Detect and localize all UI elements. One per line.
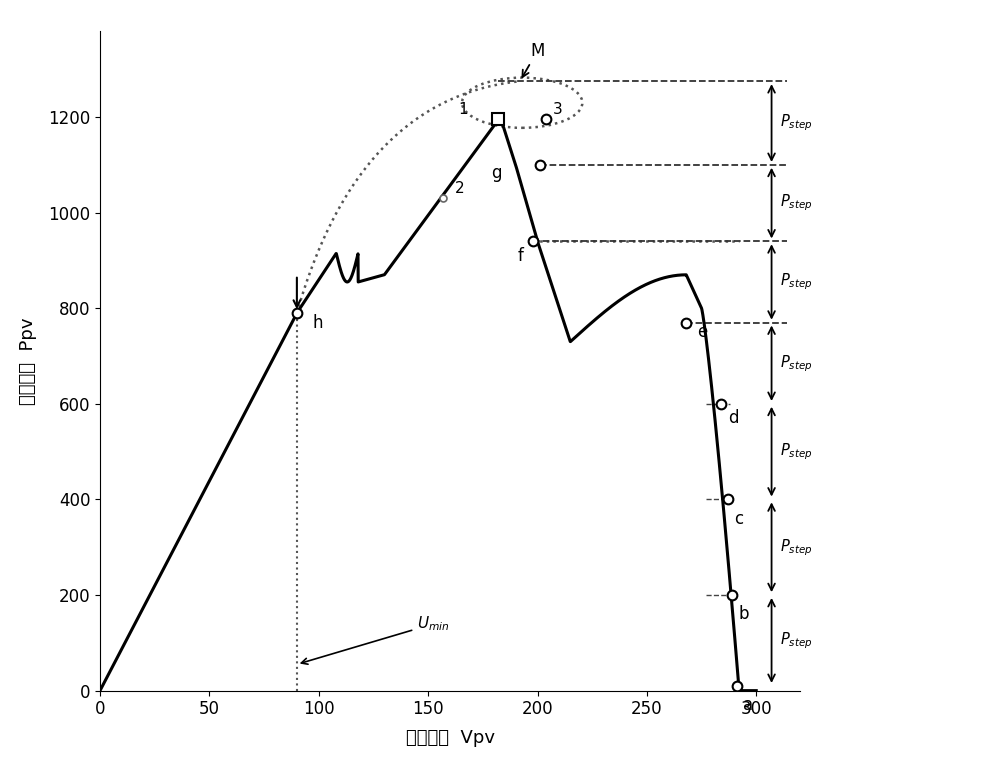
- Text: c: c: [734, 510, 744, 528]
- Text: f: f: [518, 247, 524, 265]
- X-axis label: 输出电压  Vpv: 输出电压 Vpv: [406, 729, 494, 747]
- Text: $P_{step}$: $P_{step}$: [780, 192, 813, 213]
- Text: $P_{step}$: $P_{step}$: [780, 442, 813, 462]
- Text: b: b: [739, 605, 749, 623]
- Text: a: a: [743, 696, 753, 714]
- Text: $P_{step}$: $P_{step}$: [780, 353, 813, 373]
- Text: e: e: [697, 323, 707, 341]
- Text: h: h: [312, 314, 323, 331]
- Text: g: g: [492, 165, 502, 182]
- Text: $U_{min}$: $U_{min}$: [301, 615, 450, 664]
- Text: 2: 2: [454, 181, 464, 196]
- Y-axis label: 输出功率  Ppv: 输出功率 Ppv: [19, 317, 37, 404]
- Text: d: d: [728, 409, 738, 428]
- Text: M: M: [522, 42, 545, 77]
- Text: $P_{step}$: $P_{step}$: [780, 272, 813, 293]
- Text: $P_{step}$: $P_{step}$: [780, 113, 813, 133]
- Text: 3: 3: [553, 102, 563, 117]
- Text: $P_{step}$: $P_{step}$: [780, 537, 813, 557]
- Text: $P_{step}$: $P_{step}$: [780, 630, 813, 651]
- Text: 1: 1: [458, 102, 468, 117]
